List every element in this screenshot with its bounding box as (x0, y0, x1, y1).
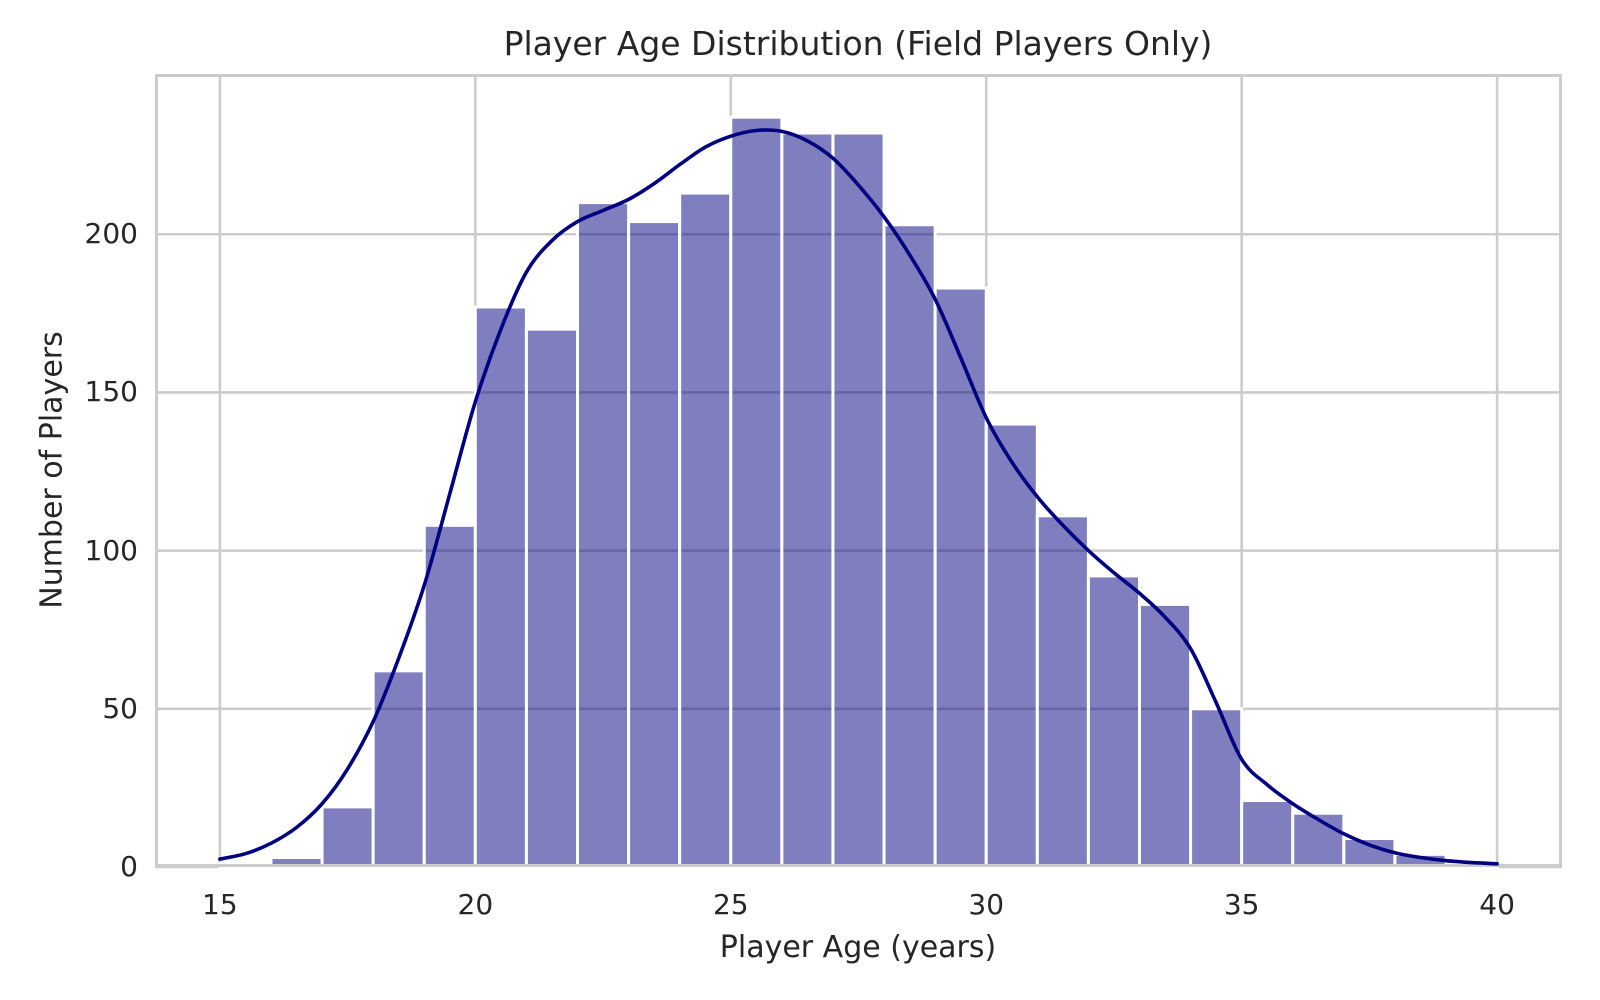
x-tick-label: 40 (1479, 888, 1515, 921)
histogram-bar (729, 115, 784, 869)
x-tick-label: 35 (1223, 888, 1260, 921)
y-tick-label: 200 (84, 217, 138, 251)
y-axis-label: Number of Players (34, 331, 70, 609)
histogram-bar (933, 286, 988, 869)
histogram-bar (576, 201, 631, 869)
histogram-bar (422, 523, 477, 869)
y-tick-label: 50 (102, 691, 138, 725)
histogram-bar (780, 131, 835, 869)
histogram-bar (984, 422, 1039, 869)
y-tick-label: 0 (120, 849, 138, 883)
histogram-bar (1035, 514, 1090, 869)
kde-curve (218, 128, 1499, 866)
histogram-bar (1342, 837, 1397, 869)
x-tick-label: 15 (202, 888, 238, 921)
y-tick-label: 150 (84, 375, 138, 409)
histogram-bar (524, 327, 580, 869)
histogram-bar (831, 131, 886, 869)
x-axis-label: Player Age (years) (719, 930, 997, 965)
histogram-bar (678, 191, 733, 869)
x-tick-label: 25 (712, 888, 749, 921)
x-tick-label: 30 (968, 888, 1005, 921)
histogram-bar (627, 220, 682, 869)
y-tick-label: 100 (84, 533, 138, 567)
histogram-bar (1240, 799, 1295, 869)
x-tick-label: 20 (457, 888, 494, 921)
histogram-bar (1137, 602, 1193, 869)
histogram-bar (1086, 574, 1141, 869)
chart-title: Player Age Distribution (Field Players O… (503, 24, 1213, 63)
plot-frame (155, 74, 1562, 867)
histogram-bar (473, 305, 528, 869)
histogram-bar (1189, 707, 1244, 869)
histogram-bar (882, 223, 937, 869)
histogram-bar (320, 805, 375, 869)
